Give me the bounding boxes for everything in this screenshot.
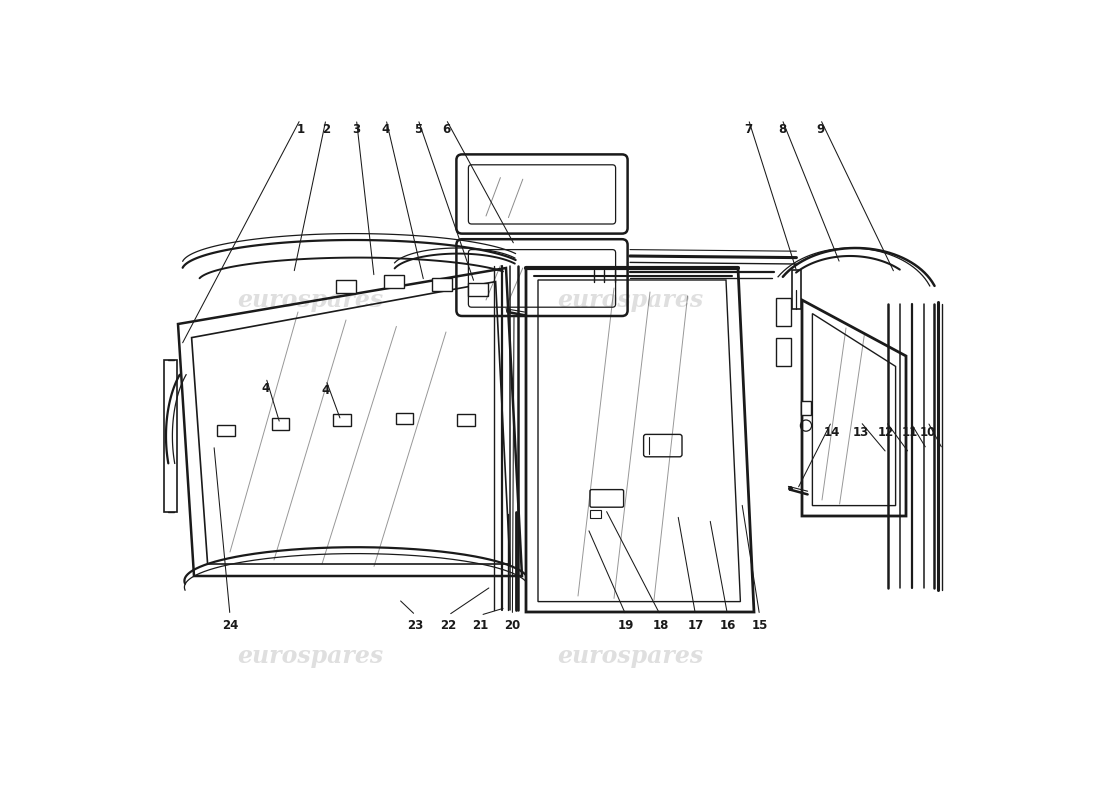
- Text: 17: 17: [688, 619, 704, 632]
- Bar: [469, 283, 487, 296]
- Text: 18: 18: [652, 619, 669, 632]
- Text: 22: 22: [440, 619, 456, 632]
- Bar: [777, 338, 791, 366]
- Text: 9: 9: [816, 123, 825, 136]
- Text: 14: 14: [824, 426, 839, 438]
- Text: eurospares: eurospares: [236, 288, 383, 312]
- Text: 20: 20: [504, 619, 520, 632]
- Bar: [333, 414, 351, 426]
- Text: 16: 16: [719, 619, 736, 632]
- Text: 1: 1: [296, 123, 305, 136]
- Bar: [384, 275, 404, 288]
- Text: 21: 21: [472, 619, 488, 632]
- Text: 11: 11: [902, 426, 918, 438]
- Text: 4: 4: [262, 382, 271, 394]
- Text: 12: 12: [878, 426, 894, 438]
- Text: 24: 24: [222, 619, 239, 632]
- Text: 10: 10: [920, 426, 936, 438]
- Text: 19: 19: [618, 619, 635, 632]
- Bar: [590, 510, 602, 518]
- FancyBboxPatch shape: [644, 434, 682, 457]
- Text: 7: 7: [745, 123, 752, 136]
- FancyBboxPatch shape: [590, 490, 624, 507]
- Text: 8: 8: [778, 123, 786, 136]
- Bar: [337, 280, 355, 293]
- Text: 15: 15: [751, 619, 768, 632]
- Text: eurospares: eurospares: [557, 644, 703, 668]
- Text: eurospares: eurospares: [236, 644, 383, 668]
- Text: 3: 3: [352, 123, 361, 136]
- Bar: [777, 298, 791, 326]
- Bar: [458, 414, 475, 426]
- Text: 4: 4: [322, 384, 330, 397]
- Bar: [792, 270, 801, 309]
- Text: 6: 6: [442, 123, 450, 136]
- Bar: [396, 413, 414, 424]
- Bar: [801, 401, 811, 415]
- Text: 13: 13: [852, 426, 869, 438]
- Bar: [272, 418, 289, 430]
- Text: 5: 5: [414, 123, 422, 136]
- Text: 4: 4: [382, 123, 390, 136]
- Bar: [217, 425, 234, 436]
- Text: 23: 23: [407, 619, 424, 632]
- Bar: [432, 278, 452, 291]
- Text: eurospares: eurospares: [557, 288, 703, 312]
- Text: 2: 2: [322, 123, 330, 136]
